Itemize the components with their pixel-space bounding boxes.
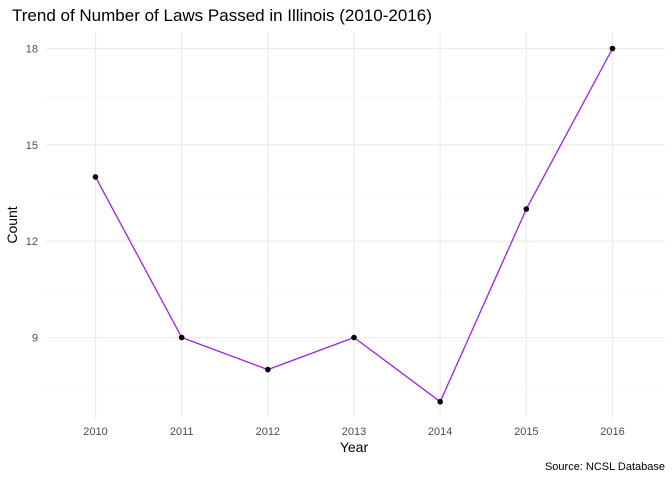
x-tick-label: 2015 [514,426,538,438]
x-tick-label: 2011 [170,426,194,438]
x-tick-label: 2012 [256,426,280,438]
series [92,45,616,405]
y-tick-label: 9 [32,333,38,345]
data-point [351,334,357,341]
data-point [523,206,530,212]
x-axis-title: Year [340,439,369,455]
x-axis-tick-labels: 2010 2011 2012 2013 2014 2015 2016 [83,426,624,438]
data-point [178,334,185,341]
data-point [265,366,271,373]
chart-title: Trend of Number of Laws Passed in Illino… [12,6,432,25]
chart-caption: Source: NCSL Database [545,461,665,473]
y-tick-label: 15 [26,140,38,152]
y-axis-tick-labels: 9 12 15 18 [26,44,38,345]
y-tick-label: 12 [26,236,38,248]
data-point [609,45,616,52]
y-tick-label: 18 [26,44,38,56]
x-tick-label: 2014 [428,426,452,438]
grid [46,32,665,418]
x-tick-label: 2010 [83,426,107,438]
x-tick-label: 2013 [342,426,366,438]
x-tick-label: 2016 [600,426,624,438]
data-point [92,174,99,180]
data-point [437,398,443,405]
y-axis-title: Count [4,206,20,243]
